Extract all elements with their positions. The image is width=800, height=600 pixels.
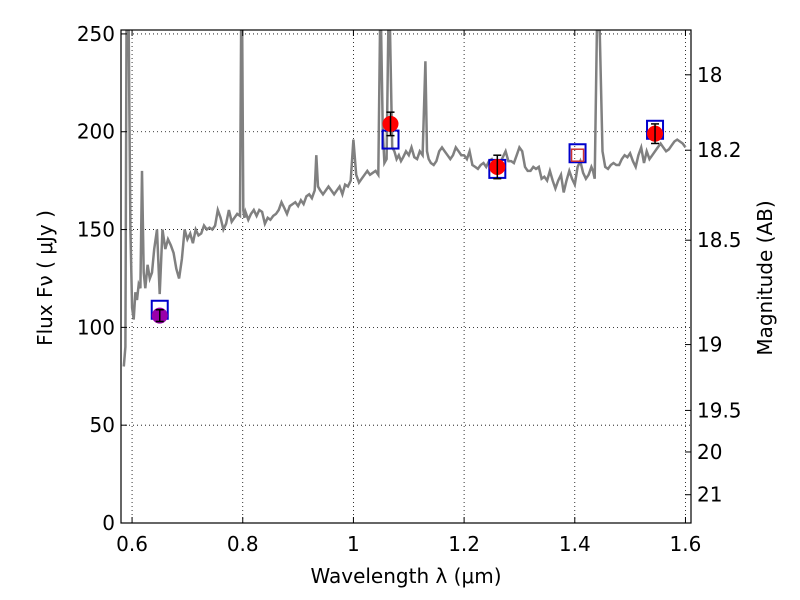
y2-axis-label: Magnitude (AB) (753, 200, 777, 355)
grid-lines (121, 30, 691, 524)
model-points-layer (150, 119, 665, 320)
y2-tick-label: 19.5 (697, 398, 742, 422)
axis-ticks: 0.6 0.8 1 1.2 1.4 1.6 0 50 100 150 200 250 18 18.2 18.… (77, 22, 742, 556)
y2-tick-label: 18.2 (697, 138, 742, 162)
x-axis-label: Wavelength λ (μm) (310, 564, 501, 588)
x-tick-label: 0.8 (227, 532, 259, 556)
y-axis-label: Flux Fν ( μJy ) (33, 210, 57, 346)
y2-tick-label: 18.5 (697, 228, 742, 252)
model-box-inner-marker (570, 148, 585, 162)
y-tick-label: 200 (77, 120, 115, 144)
x-tick-label: 1.2 (448, 532, 480, 556)
model-box-marker (568, 143, 587, 164)
photometry-layer (151, 111, 664, 324)
y2-tick-label: 21 (697, 483, 722, 507)
x-tick-label: 1.6 (670, 532, 702, 556)
y-tick-label: 0 (102, 511, 115, 535)
x-tick-label: 1 (347, 532, 360, 556)
y-tick-label: 50 (90, 413, 115, 437)
y2-tick-label: 20 (697, 440, 722, 464)
x-tick-label: 0.6 (116, 532, 148, 556)
spectrum-layer (122, 30, 687, 367)
y2-tick-label: 19 (697, 333, 722, 357)
spectrum-line (122, 30, 687, 367)
plot-frame (120, 29, 692, 524)
y-tick-label: 150 (77, 218, 115, 242)
y-tick-label: 250 (77, 22, 115, 46)
x-tick-label: 1.4 (559, 532, 591, 556)
y-tick-label: 100 (77, 315, 115, 339)
y2-tick-label: 18 (697, 63, 722, 87)
